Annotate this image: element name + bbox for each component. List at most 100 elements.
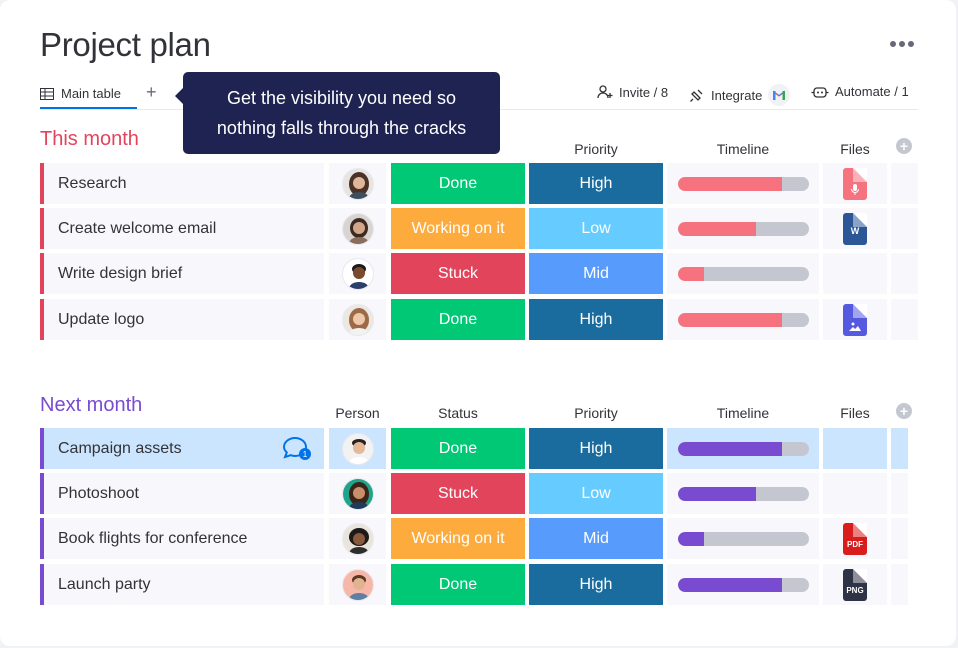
person-cell[interactable] [329,473,386,514]
files-cell[interactable] [823,253,887,294]
timeline-cell[interactable] [667,208,819,249]
priority-label[interactable]: High [529,564,663,605]
item-name[interactable]: Write design brief [40,253,324,294]
item-name[interactable]: Launch party [40,564,324,605]
group-title-next-month[interactable]: Next month [40,394,143,416]
pdf-file-icon[interactable]: PDF [843,522,867,555]
more-options-icon[interactable] [888,34,916,54]
priority-label[interactable]: High [529,428,663,469]
tooltip-line-1: Get the visibility you need so [226,88,457,108]
row-end-cell [891,299,918,340]
timeline-fill [677,312,783,327]
priority-label[interactable]: Mid [529,253,663,294]
item-name[interactable]: Update logo [40,299,324,340]
column-header-priority[interactable]: Priority [574,405,618,421]
files-cell[interactable]: PNG [823,564,887,605]
comment-icon[interactable]: 1 [282,436,312,462]
avatar [341,568,374,601]
column-header-priority[interactable]: Priority [574,141,618,157]
column-header-status[interactable]: Status [438,405,478,421]
files-cell[interactable] [823,473,887,514]
timeline-cell[interactable] [667,163,819,204]
word-file-icon[interactable]: W [843,212,867,245]
person-cell[interactable] [329,163,386,204]
table-row[interactable]: Launch party Done High PNG [40,564,918,605]
table-row[interactable]: Photoshoot Stuck Low [40,473,918,514]
avatar [341,212,374,245]
status-label[interactable]: Working on it [391,208,525,249]
status-label[interactable]: Stuck [391,253,525,294]
add-column-icon[interactable]: + [896,138,912,154]
person-cell[interactable] [329,428,386,469]
status-label[interactable]: Done [391,163,525,204]
person-cell[interactable] [329,564,386,605]
automate-button[interactable]: Automate / 1 [811,84,909,99]
png-file-icon[interactable]: PNG [843,568,867,601]
audio-file-icon[interactable] [843,167,867,200]
item-name[interactable]: Photoshoot [40,473,324,514]
status-label[interactable]: Done [391,299,525,340]
files-cell[interactable] [823,428,887,469]
table-row[interactable]: Write design brief Stuck Mid [40,253,918,294]
priority-label[interactable]: Low [529,208,663,249]
timeline-cell[interactable] [667,564,819,605]
tooltip-line-2: nothing falls through the cracks [216,118,467,138]
item-name[interactable]: Campaign assets 1 [40,428,324,469]
tab-main-table-label: Main table [61,86,121,101]
table-row[interactable]: Campaign assets 1 Done High [40,428,918,469]
timeline-cell[interactable] [667,428,819,469]
priority-label[interactable]: High [529,163,663,204]
image-file-icon[interactable] [843,303,867,336]
priority-label[interactable]: Low [529,473,663,514]
status-label[interactable]: Stuck [391,473,525,514]
column-header-files[interactable]: Files [840,405,870,421]
person-cell[interactable] [329,208,386,249]
timeline-bar [677,441,809,456]
column-header-timeline[interactable]: Timeline [716,405,770,421]
timeline-bar [677,486,809,501]
add-view-button[interactable]: + [146,82,157,102]
priority-label[interactable]: High [529,299,663,340]
integrate-button[interactable]: Integrate [689,84,791,106]
timeline-cell[interactable] [667,473,819,514]
invite-label: Invite / 8 [619,84,669,100]
status-label[interactable]: Working on it [391,518,525,559]
table-row[interactable]: Research Done High [40,163,918,204]
table-row[interactable]: Update logo Done High [40,299,918,340]
table-row[interactable]: Book flights for conference Working on i… [40,518,918,559]
status-label[interactable]: Done [391,564,525,605]
invite-button[interactable]: Invite / 8 [597,84,668,100]
timeline-cell[interactable] [667,253,819,294]
add-column-icon[interactable]: + [896,403,912,419]
person-cell[interactable] [329,299,386,340]
automate-label: Automate / 1 [835,84,909,99]
files-cell[interactable] [823,299,887,340]
status-label[interactable]: Done [391,428,525,469]
tab-main-table[interactable]: Main table [40,80,137,109]
person-cell[interactable] [329,518,386,559]
item-name[interactable]: Create welcome email [40,208,324,249]
files-cell[interactable]: PDF [823,518,887,559]
column-header-timeline[interactable]: Timeline [716,141,770,157]
item-name[interactable]: Book flights for conference [40,518,324,559]
robot-icon [811,86,829,98]
files-cell[interactable]: W [823,208,887,249]
priority-label[interactable]: Mid [529,518,663,559]
column-header-files[interactable]: Files [840,141,870,157]
person-cell[interactable] [329,253,386,294]
timeline-bar [677,531,809,546]
column-header-person[interactable]: Person [335,405,380,421]
timeline-fill [677,176,783,191]
table-row[interactable]: Create welcome email Working on it Low W [40,208,918,249]
avatar [341,167,374,200]
comment-count: 1 [303,450,308,459]
avatar [341,303,374,336]
page-title: Project plan [40,26,211,63]
files-cell[interactable] [823,163,887,204]
timeline-cell[interactable] [667,518,819,559]
item-name[interactable]: Research [40,163,324,204]
row-end-cell [891,208,918,249]
group-title-this-month[interactable]: This month [40,128,139,150]
timeline-cell[interactable] [667,299,819,340]
